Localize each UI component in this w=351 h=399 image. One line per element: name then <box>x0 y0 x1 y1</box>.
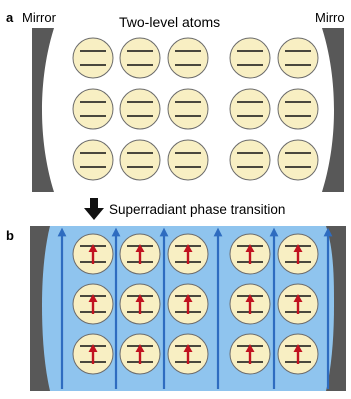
atom-excited-state <box>167 283 209 325</box>
spin-arrow-head <box>135 344 145 352</box>
spin-arrow-head <box>293 294 303 302</box>
panel-a-letter: a <box>6 10 14 25</box>
spin-arrow-head <box>183 294 193 302</box>
spin-arrow-head <box>245 344 255 352</box>
atom-excited-state <box>229 283 271 325</box>
atom-excited-state <box>72 233 114 275</box>
atom-ground-state <box>277 37 319 79</box>
atom-ground-state <box>229 139 271 181</box>
atom-ground-state <box>72 37 114 79</box>
atom-excited-state <box>119 233 161 275</box>
spin-arrow-head <box>293 344 303 352</box>
atom-ground-state <box>277 139 319 181</box>
atom-ground-state <box>72 88 114 130</box>
spin-arrow-head <box>135 244 145 252</box>
atom-excited-state <box>167 333 209 375</box>
spin-arrow-head <box>88 344 98 352</box>
atom-excited-state <box>229 333 271 375</box>
atom-excited-state <box>277 233 319 275</box>
spin-arrow-head <box>293 244 303 252</box>
field-lines <box>57 227 333 389</box>
atom-ground-state <box>229 37 271 79</box>
atom-excited-state <box>277 333 319 375</box>
atom-ground-state <box>119 139 161 181</box>
mirror-left <box>32 28 54 192</box>
transition-label: Superradiant phase transition <box>109 202 286 217</box>
atom-excited-state <box>72 333 114 375</box>
spin-arrow-head <box>88 244 98 252</box>
atom-excited-state <box>72 283 114 325</box>
spin-arrow-head <box>88 294 98 302</box>
atom-excited-state <box>119 283 161 325</box>
atom-ground-state <box>72 139 114 181</box>
panel-a-title: Two-level atoms <box>119 14 221 30</box>
atom-ground-state <box>229 88 271 130</box>
atom-ground-state <box>167 139 209 181</box>
atom-grid-b <box>72 233 319 375</box>
panel-b-letter: b <box>6 228 14 243</box>
spin-arrow-head <box>183 244 193 252</box>
mirror-right <box>322 28 344 192</box>
panel-b <box>30 226 346 391</box>
atom-ground-state <box>119 88 161 130</box>
atom-excited-state <box>119 333 161 375</box>
mirror-right-label: Mirro <box>315 10 345 25</box>
atom-ground-state <box>167 88 209 130</box>
atom-excited-state <box>229 233 271 275</box>
atom-excited-state <box>277 283 319 325</box>
atom-ground-state <box>277 88 319 130</box>
spin-arrow-head <box>245 244 255 252</box>
transition-arrow <box>84 198 104 220</box>
atom-ground-state <box>167 37 209 79</box>
atom-ground-state <box>119 37 161 79</box>
atom-excited-state <box>167 233 209 275</box>
spin-arrow-head <box>245 294 255 302</box>
spin-arrow-head <box>135 294 145 302</box>
mirror-left-label: Mirror <box>22 10 56 25</box>
atom-grid-a <box>72 37 319 181</box>
panel-a <box>32 28 344 192</box>
spin-arrow-head <box>183 344 193 352</box>
